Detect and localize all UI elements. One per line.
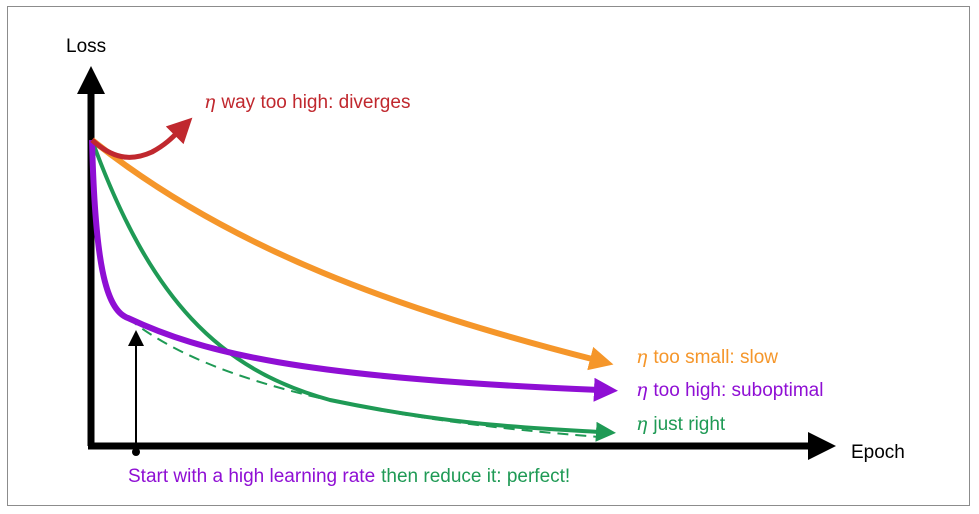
- annotation-text: Start with a high learning rate then redu…: [128, 466, 570, 487]
- y-axis-label: Loss: [66, 36, 106, 57]
- annotation-pointer: [128, 330, 144, 456]
- label-diverges: η way too high: diverges: [204, 91, 410, 113]
- curve-just-right: [90, 139, 616, 442]
- curve-slow: [90, 137, 614, 371]
- label-slow: η too small: slow: [636, 346, 778, 368]
- curve-just-right-dashed: [127, 317, 601, 438]
- label-just-right: η just right: [636, 413, 726, 435]
- curve-suboptimal: [89, 139, 618, 402]
- annotation-part1: Start with a high learning rate: [128, 466, 375, 487]
- annotation-part2: then reduce it: perfect!: [381, 466, 570, 487]
- x-axis-label: Epoch: [851, 442, 905, 463]
- curves: [89, 117, 618, 442]
- curve-diverges: [90, 117, 193, 160]
- annotation-anchor-dot: [132, 448, 140, 456]
- label-suboptimal: η too high: suboptimal: [636, 379, 823, 401]
